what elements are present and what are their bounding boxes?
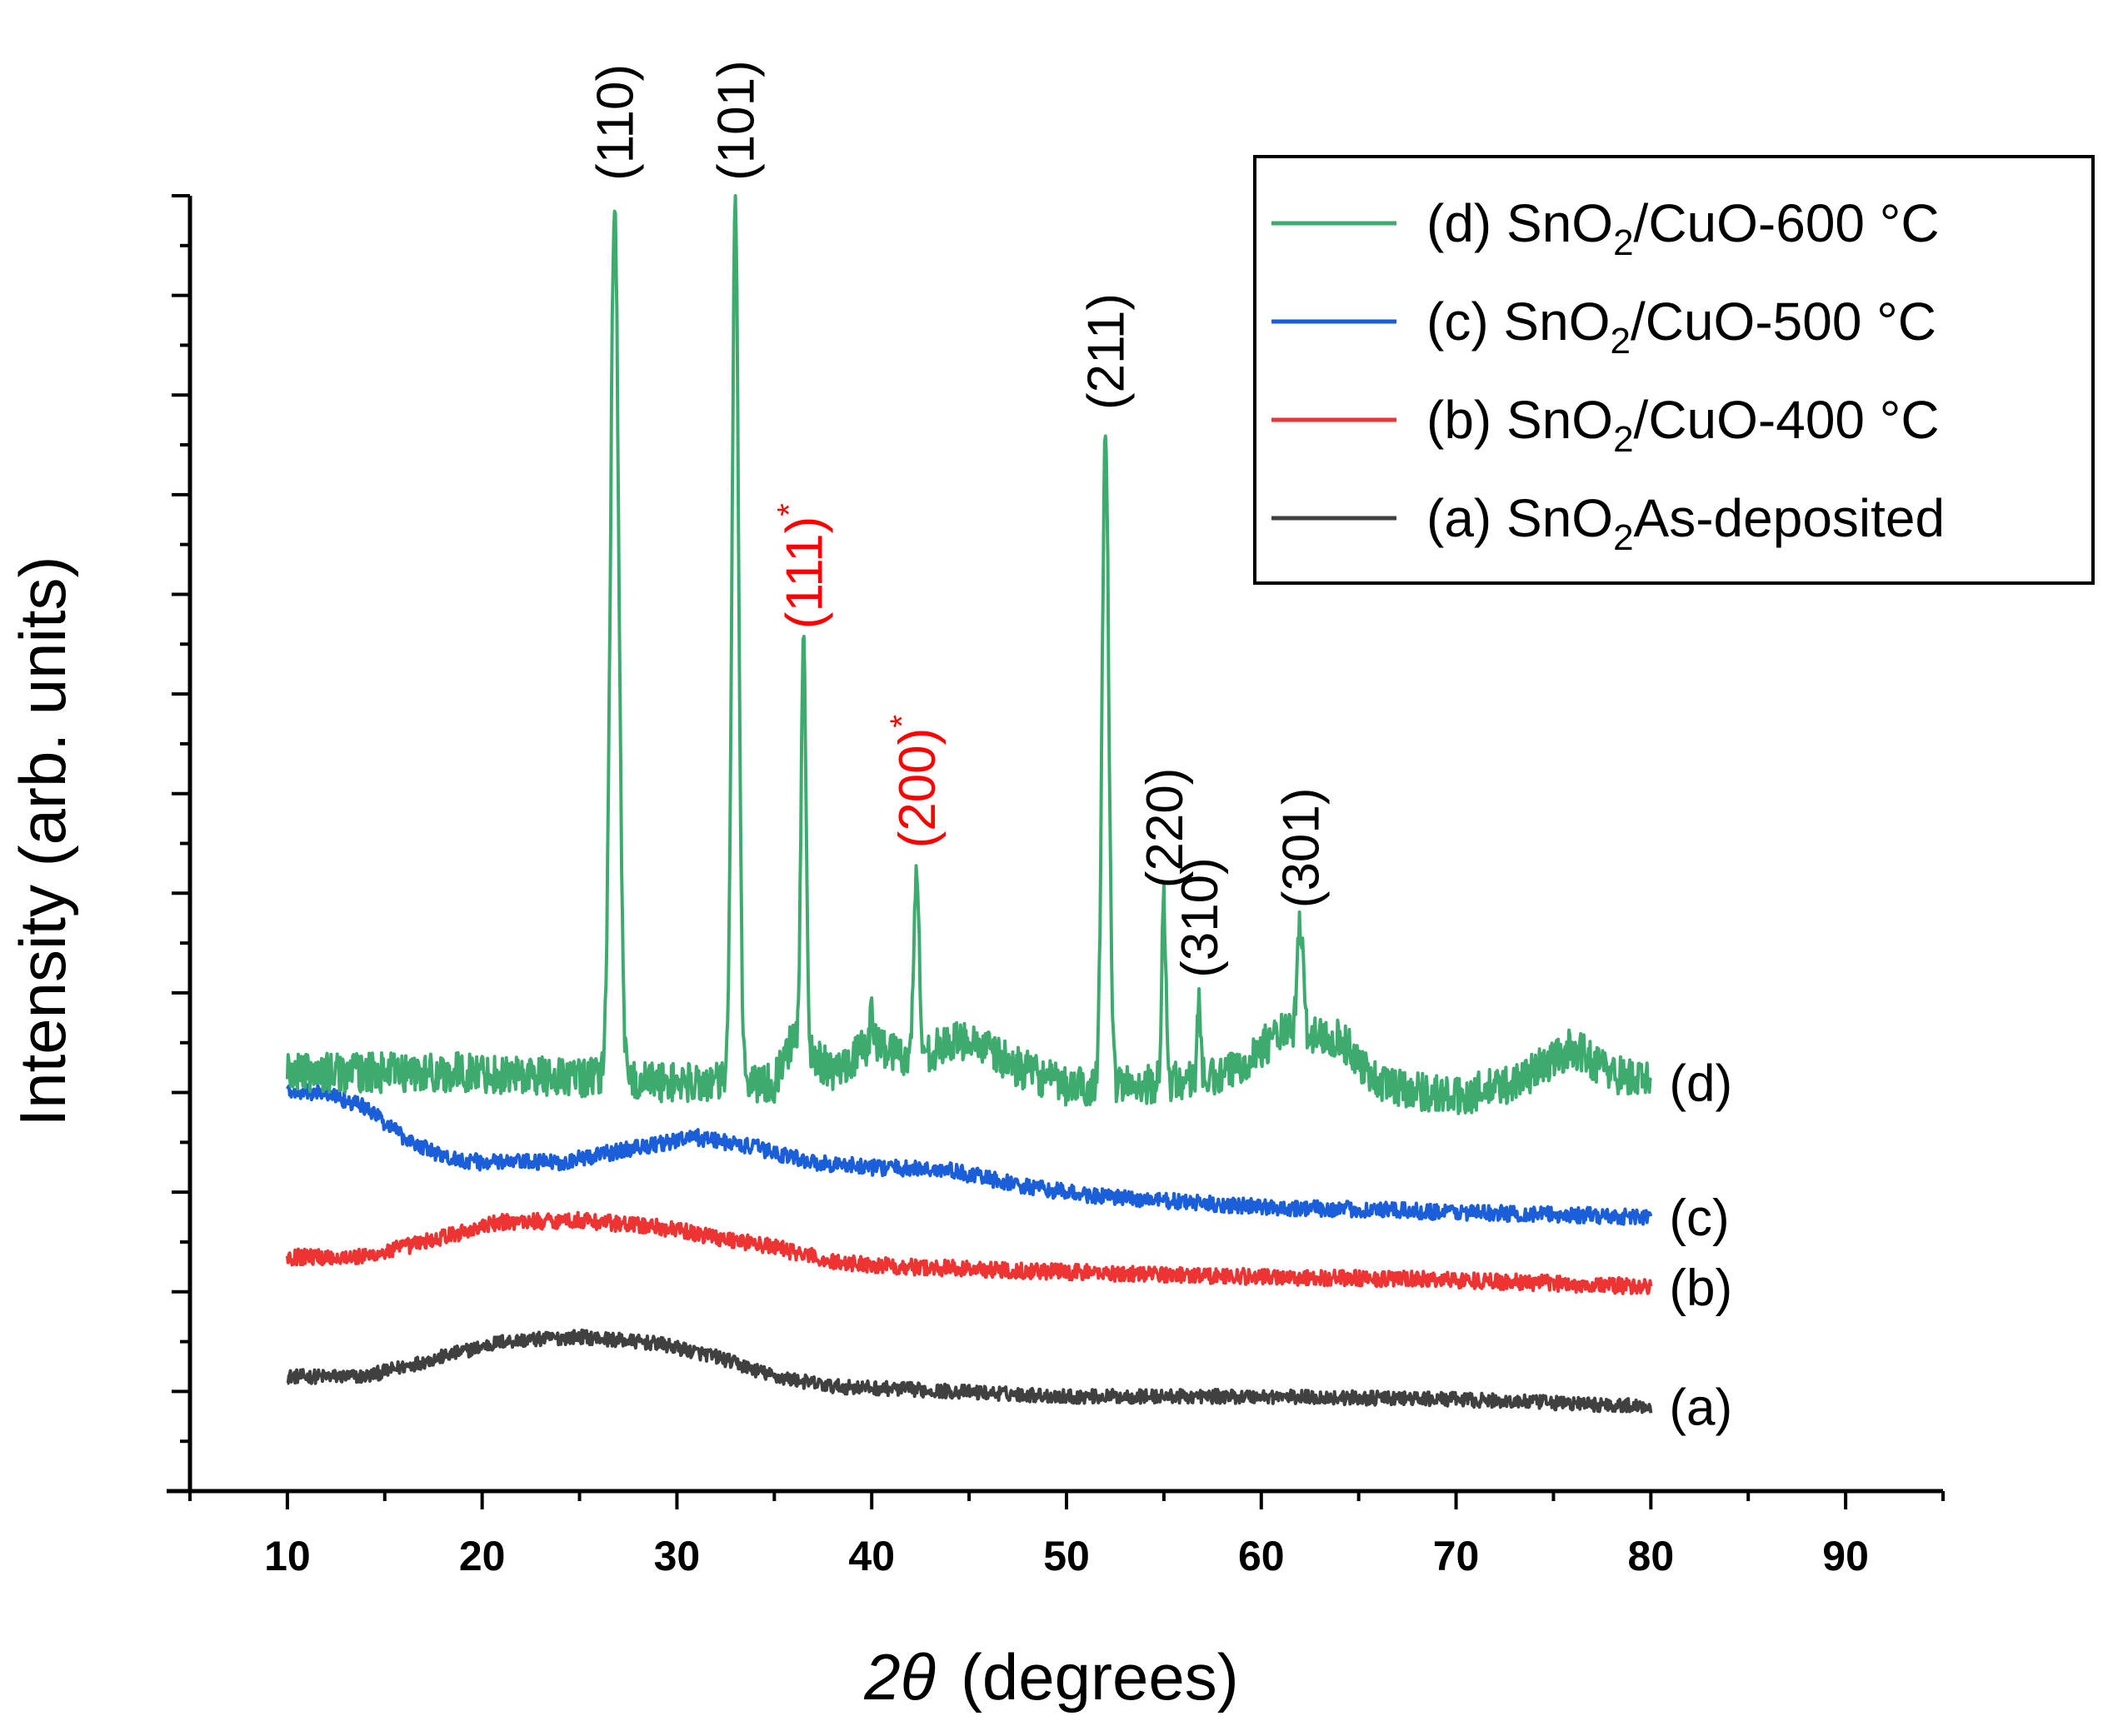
peak-label: (310) (1171, 857, 1229, 978)
peak-labels: (110) (101) (111)* (200)* (211) (220)(310) (30… (587, 60, 1331, 978)
x-ticks: 10 20 30 40 50 60 70 80 90 (188, 1491, 1945, 1579)
x-tick-label: 80 (1628, 1533, 1675, 1579)
impurity-marker: * (884, 715, 921, 728)
series-end-label-d: (d) (1669, 1055, 1732, 1113)
x-axis-title-unit: (degrees) (961, 1640, 1239, 1714)
peak-label: (301) (1273, 787, 1331, 908)
x-axis-title-symbol: 2θ (863, 1640, 936, 1714)
y-axis-title: Intensity (arb. units) (6, 556, 79, 1127)
x-axis-title: 2θ (degrees) (863, 1640, 1239, 1714)
x-tick-label: 20 (459, 1533, 506, 1579)
peak-label: (111)* (771, 503, 833, 629)
series-end-label-c: (c) (1669, 1190, 1729, 1247)
x-tick-label: 70 (1433, 1533, 1480, 1579)
legend: (d) SnO2/CuO-600 °C (c) SnO2/CuO-500 °C (b… (1253, 155, 2095, 585)
series-line-b (285, 1210, 1653, 1295)
x-tick-label: 40 (848, 1533, 895, 1579)
series-line-a (286, 1328, 1653, 1414)
impurity-marker: * (771, 503, 807, 516)
legend-label-b: (b) SnO2/CuO-400 °C (1426, 390, 1940, 460)
x-tick-label: 90 (1822, 1533, 1869, 1579)
legend-label-d: (d) SnO2/CuO-600 °C (1426, 193, 1940, 263)
y-ticks (172, 194, 190, 1493)
legend-label-a: (a) SnO2As-deposited (1426, 488, 1945, 558)
peak-label: (211) (1078, 293, 1136, 410)
x-tick-label: 50 (1043, 1533, 1090, 1579)
x-tick-label: 10 (264, 1533, 311, 1579)
series-end-label-a: (a) (1669, 1379, 1732, 1436)
peak-label: (110) (587, 64, 645, 181)
series-layer (285, 194, 1653, 1414)
legend-box (1253, 155, 2095, 585)
x-tick-label: 60 (1238, 1533, 1285, 1579)
peak-label: (220) (1136, 768, 1194, 889)
peak-label: (200)* (884, 715, 947, 848)
x-tick-label: 30 (654, 1533, 701, 1579)
series-end-label-b: (b) (1669, 1260, 1732, 1317)
peak-label: (101) (708, 60, 766, 181)
series-line-d (285, 194, 1653, 1115)
series-line-c (286, 1083, 1653, 1226)
legend-label-c: (c) SnO2/CuO-500 °C (1426, 292, 1936, 362)
series-end-labels: (a) (b) (c) (d) (1669, 1055, 1732, 1437)
